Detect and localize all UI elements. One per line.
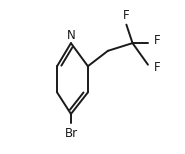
- Text: F: F: [123, 9, 130, 22]
- Text: N: N: [67, 29, 75, 42]
- Text: Br: Br: [64, 128, 78, 140]
- Text: F: F: [154, 34, 161, 47]
- Text: F: F: [154, 61, 161, 74]
